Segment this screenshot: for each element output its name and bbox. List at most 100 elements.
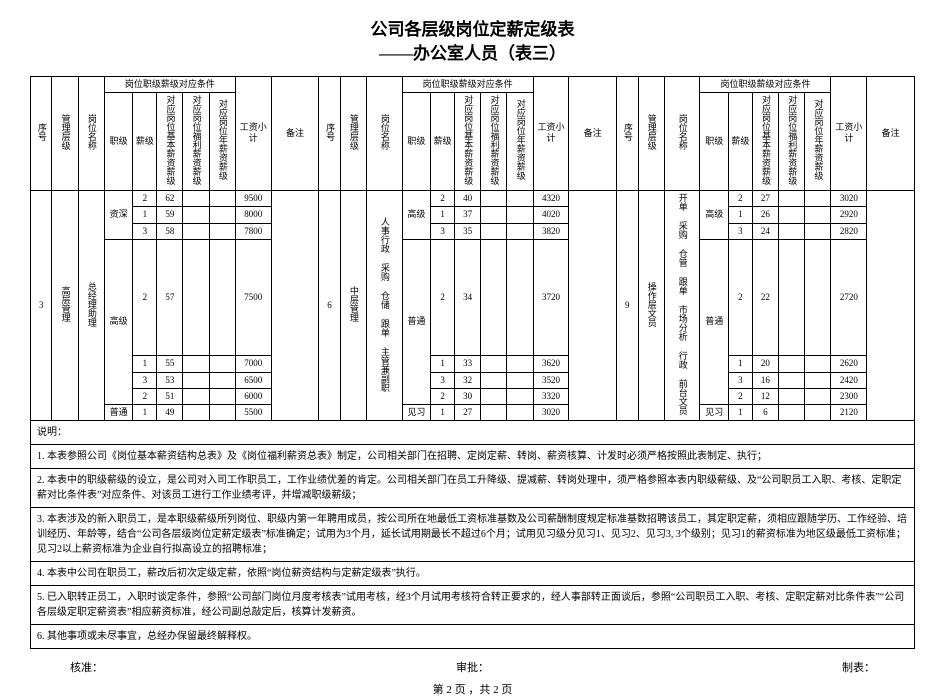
- cell-base: 51: [157, 388, 183, 404]
- cell-post: 开单 采购 仓管 跟单 市场分析 行政 前台文员: [664, 191, 700, 421]
- cell-grade: 2: [729, 388, 753, 404]
- table-body: 3高层管理总经理助理资深26295006中层管理人事行政 采购 仓储 跟单 主管…: [31, 191, 915, 421]
- note-1: 1. 本表参照公司《岗位基本薪资结构总表》及《岗位福利薪资总表》制定，公司相关部…: [31, 445, 915, 469]
- cell-welfare: [481, 207, 507, 223]
- hdr-rem3: 备注: [882, 128, 900, 138]
- page-title: 公司各层级岗位定薪定级表 ——办公室人员（表三）: [30, 18, 915, 66]
- cell-subtotal: 4020: [533, 207, 569, 223]
- cell-subtotal: 3320: [533, 388, 569, 404]
- table-header: 序号 管理层级 岗位名称 岗位职级薪级对应条件 工资小计 备注 序号 管理层级 …: [31, 76, 915, 191]
- cell-year: [805, 223, 831, 239]
- cell-welfare: [183, 207, 209, 223]
- cell-base: 57: [157, 239, 183, 356]
- cell-welfare: [183, 356, 209, 372]
- cell-base: 55: [157, 356, 183, 372]
- cell-subtotal: 5500: [235, 405, 271, 421]
- cell-grade: 2: [133, 239, 157, 356]
- cell-grade: 2: [431, 388, 455, 404]
- cell-base: 53: [157, 372, 183, 388]
- cell-year: [209, 223, 235, 239]
- cell-grade: 3: [431, 372, 455, 388]
- cell-year: [805, 191, 831, 207]
- cell-welfare: [481, 356, 507, 372]
- cell-subtotal: 8000: [235, 207, 271, 223]
- cell-seq: 9: [617, 191, 638, 421]
- cell-base: 24: [752, 223, 778, 239]
- cell-year: [805, 356, 831, 372]
- cell-base: 40: [455, 191, 481, 207]
- hdr-sub1: 工资小计: [240, 122, 267, 143]
- cell-grade: 3: [133, 223, 157, 239]
- cell-subtotal: 3520: [533, 372, 569, 388]
- cell-base: 33: [455, 356, 481, 372]
- table-row: 3高层管理总经理助理资深26295006中层管理人事行政 采购 仓储 跟单 主管…: [31, 191, 915, 207]
- cell-welfare: [481, 372, 507, 388]
- cell-base: 37: [455, 207, 481, 223]
- cell-welfare: [779, 191, 805, 207]
- hdr-seq2: 序号: [324, 123, 335, 141]
- salary-table-container: 序号 管理层级 岗位名称 岗位职级薪级对应条件 工资小计 备注 序号 管理层级 …: [30, 76, 915, 650]
- cell-grade: 3: [729, 372, 753, 388]
- cell-year: [507, 191, 533, 207]
- cell-subtotal: 7500: [235, 239, 271, 356]
- note-6: 6. 其他事项或未尽事宜，总经办保留最终解释权。: [31, 625, 915, 649]
- cell-subtotal: 2820: [831, 223, 867, 239]
- hdr-seq3: 序号: [622, 123, 633, 141]
- cell-post: 人事行政 采购 仓储 跟单 主管兼副职: [366, 191, 402, 421]
- hdr-welf3: 对应岗位福利薪资薪级: [786, 95, 797, 185]
- hdr-welf1: 对应岗位福利薪资薪级: [190, 95, 201, 185]
- cell-year: [209, 207, 235, 223]
- cell-year: [805, 239, 831, 356]
- notes-label: 说明：: [31, 421, 915, 445]
- cell-base: 62: [157, 191, 183, 207]
- hdr-rem2: 备注: [584, 128, 602, 138]
- cell-year: [805, 405, 831, 421]
- cell-grade: 2: [729, 191, 753, 207]
- cell-rank: 普通: [402, 239, 431, 404]
- table-row: 251600023033202122300: [31, 388, 915, 404]
- cell-base: 32: [455, 372, 481, 388]
- hdr-year2: 对应岗位年薪资薪级: [514, 99, 525, 180]
- hdr-mgmt3: 管理层级: [645, 114, 656, 150]
- hdr-rem1: 备注: [286, 128, 304, 138]
- hdr-year3: 对应岗位年薪资薪级: [812, 99, 823, 180]
- cell-remark: [867, 191, 915, 421]
- cell-grade: 2: [431, 239, 455, 356]
- title-line1: 公司各层级岗位定薪定级表: [371, 20, 575, 39]
- cell-year: [209, 405, 235, 421]
- table-row: 高级2577500普通2343720普通2222720: [31, 239, 915, 356]
- cell-grade: 1: [133, 207, 157, 223]
- hdr-year1: 对应岗位年薪资薪级: [217, 99, 228, 180]
- note-2: 2. 本表中的职级薪级的设立，是公司对入司工作职员工，工作业绩优差的肯定。公司相…: [31, 469, 915, 508]
- cell-base: 12: [752, 388, 778, 404]
- hdr-post: 岗位名称: [86, 114, 97, 150]
- cell-grade: 1: [431, 207, 455, 223]
- cell-grade: 1: [729, 405, 753, 421]
- pager: 第 2 页 ，共 2 页: [30, 681, 915, 697]
- cell-year: [507, 405, 533, 421]
- notes-body: 说明： 1. 本表参照公司《岗位基本薪资结构总表》及《岗位福利薪资总表》制定，公…: [31, 421, 915, 649]
- hdr-mgmt2: 管理层级: [348, 114, 359, 150]
- hdr-post3: 岗位名称: [676, 114, 687, 150]
- cell-remark: [271, 191, 319, 421]
- cell-welfare: [779, 388, 805, 404]
- cell-rank: 高级: [700, 191, 729, 240]
- cell-base: 30: [455, 388, 481, 404]
- cell-subtotal: 3020: [533, 405, 569, 421]
- note-5: 5. 已入职转正员工，入职时谈定条件，参照“公司部门岗位月度考核表”试用考核，经…: [31, 586, 915, 625]
- cell-base: 20: [752, 356, 778, 372]
- cell-year: [209, 191, 235, 207]
- sig-approve: 审批：: [456, 659, 489, 675]
- cell-welfare: [779, 356, 805, 372]
- hdr-post2: 岗位名称: [379, 114, 390, 150]
- cell-base: 49: [157, 405, 183, 421]
- cell-rank: 普通: [700, 239, 729, 404]
- cell-welfare: [183, 405, 209, 421]
- cell-base: 22: [752, 239, 778, 356]
- cell-rank: 高级: [402, 191, 431, 240]
- cell-subtotal: 7800: [235, 223, 271, 239]
- cell-subtotal: 3720: [533, 239, 569, 356]
- cell-seq: 3: [31, 191, 52, 421]
- hdr-mgmt: 管理层级: [59, 114, 70, 150]
- hdr-group1: 岗位职级薪级对应条件: [104, 76, 235, 92]
